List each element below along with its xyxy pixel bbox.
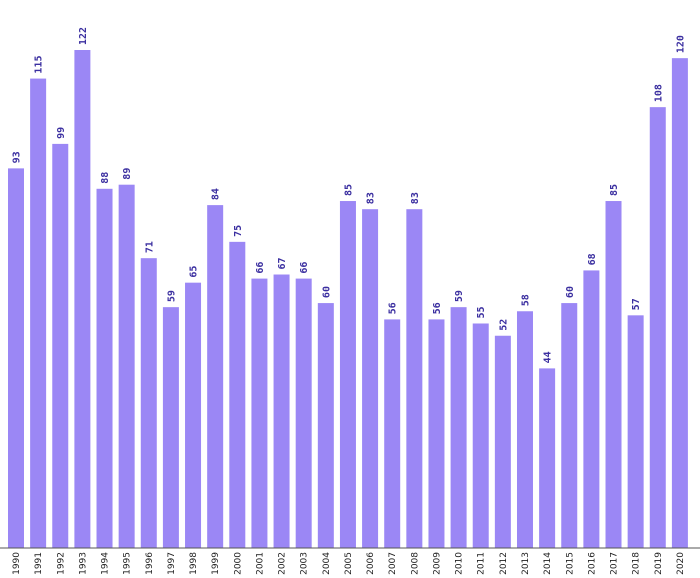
value-label-1992: 99 bbox=[56, 127, 67, 139]
x-tick-label-2008: 2008 bbox=[410, 552, 420, 575]
bar-1990 bbox=[8, 168, 24, 548]
value-label-2005: 85 bbox=[343, 184, 354, 196]
x-tick-label-1999: 1999 bbox=[211, 552, 221, 575]
value-label-2015: 60 bbox=[565, 286, 576, 298]
value-label-1998: 65 bbox=[189, 266, 200, 278]
value-label-2004: 60 bbox=[321, 286, 332, 298]
bar-2006 bbox=[362, 209, 379, 548]
x-tick-label-1991: 1991 bbox=[34, 552, 44, 575]
bar-1993 bbox=[74, 50, 91, 548]
x-tick-label-2012: 2012 bbox=[499, 552, 509, 575]
x-tick-label-2011: 2011 bbox=[477, 552, 487, 575]
value-label-1996: 71 bbox=[144, 241, 155, 253]
x-tick-label-group: 1990 1991 1992 1993 1994 1995 1996 1997 1998 1999… bbox=[12, 552, 686, 575]
value-label-2016: 68 bbox=[587, 253, 598, 265]
bar-2018 bbox=[627, 315, 644, 548]
bar-2007 bbox=[384, 319, 401, 548]
value-label-2002: 67 bbox=[277, 257, 288, 269]
value-label-2003: 66 bbox=[299, 262, 310, 274]
bar-2014 bbox=[539, 368, 556, 548]
x-tick-label-2001: 2001 bbox=[255, 552, 265, 575]
value-label-1991: 115 bbox=[34, 56, 45, 74]
value-label-group: 93 115 99 122 88 89 71 59 65 84 75 66 67 66 60 85 83 56 83… bbox=[12, 27, 687, 363]
x-tick-label-2004: 2004 bbox=[322, 552, 332, 575]
x-tick-label-1990: 1990 bbox=[12, 552, 22, 575]
x-tick-label-2010: 2010 bbox=[455, 552, 465, 575]
value-label-1994: 88 bbox=[100, 172, 111, 184]
bar-2000 bbox=[229, 241, 246, 548]
bar-1997 bbox=[162, 307, 179, 548]
value-label-2011: 55 bbox=[476, 306, 487, 318]
bar-2005 bbox=[339, 201, 356, 548]
x-tick-label-1996: 1996 bbox=[145, 552, 155, 575]
bar-2009 bbox=[428, 319, 445, 548]
x-tick-label-1995: 1995 bbox=[123, 552, 133, 575]
x-tick-label-2000: 2000 bbox=[233, 552, 243, 575]
value-label-2013: 58 bbox=[520, 294, 531, 306]
bar-2017 bbox=[605, 201, 622, 548]
bar-2015 bbox=[561, 303, 578, 548]
value-label-2006: 83 bbox=[366, 192, 377, 204]
bar-2010 bbox=[450, 307, 467, 548]
value-label-2007: 56 bbox=[388, 302, 399, 314]
value-label-2009: 56 bbox=[432, 302, 443, 314]
x-tick-label-2019: 2019 bbox=[654, 552, 664, 575]
value-label-1990: 93 bbox=[12, 151, 23, 163]
value-label-2019: 108 bbox=[653, 84, 664, 102]
x-tick-label-1993: 1993 bbox=[78, 552, 88, 575]
x-tick-label-2006: 2006 bbox=[366, 552, 376, 575]
bar-2001 bbox=[251, 278, 268, 548]
value-label-2017: 85 bbox=[609, 184, 620, 196]
bar-2003 bbox=[295, 278, 312, 548]
x-tick-label-2017: 2017 bbox=[610, 552, 620, 575]
bar-2008 bbox=[406, 209, 423, 548]
x-tick-label-2007: 2007 bbox=[388, 552, 398, 575]
bar-2004 bbox=[317, 303, 334, 548]
bar-2020 bbox=[671, 58, 688, 548]
bar-1998 bbox=[185, 282, 202, 548]
x-tick-label-1994: 1994 bbox=[101, 552, 111, 575]
value-label-2014: 44 bbox=[543, 351, 554, 363]
x-tick-label-2005: 2005 bbox=[344, 552, 354, 575]
bar-1995 bbox=[118, 184, 135, 548]
x-tick-label-2016: 2016 bbox=[587, 552, 597, 575]
bar-2011 bbox=[472, 323, 489, 548]
value-label-2018: 57 bbox=[631, 298, 642, 310]
x-tick-label-1997: 1997 bbox=[167, 552, 177, 575]
x-tick-label-2014: 2014 bbox=[543, 552, 553, 575]
value-label-2000: 75 bbox=[233, 225, 244, 237]
bar-1992 bbox=[52, 143, 69, 548]
value-label-2010: 59 bbox=[454, 290, 465, 302]
value-label-2012: 52 bbox=[498, 319, 509, 331]
value-label-2008: 83 bbox=[410, 192, 421, 204]
value-label-1993: 122 bbox=[78, 27, 89, 45]
x-tick-label-2002: 2002 bbox=[278, 552, 288, 575]
bar-1996 bbox=[140, 258, 157, 548]
bar-2002 bbox=[273, 274, 290, 548]
value-label-1999: 84 bbox=[211, 188, 222, 200]
value-label-1997: 59 bbox=[166, 290, 177, 302]
x-tick-label-2015: 2015 bbox=[565, 552, 575, 575]
value-label-1995: 89 bbox=[122, 168, 133, 180]
x-tick-label-1998: 1998 bbox=[189, 552, 199, 575]
bar-1994 bbox=[96, 188, 113, 549]
x-tick-label-2018: 2018 bbox=[632, 552, 642, 575]
bar-1991 bbox=[30, 78, 47, 548]
x-tick-label-1992: 1992 bbox=[56, 552, 66, 575]
bar-1999 bbox=[207, 205, 224, 549]
bar-group bbox=[8, 50, 688, 549]
bar-2013 bbox=[516, 311, 533, 548]
bar-2019 bbox=[649, 107, 666, 549]
value-label-2001: 66 bbox=[255, 262, 266, 274]
x-tick-label-2009: 2009 bbox=[432, 552, 442, 575]
x-tick-label-2020: 2020 bbox=[676, 552, 686, 575]
bar-2016 bbox=[583, 270, 600, 548]
x-tick-label-2003: 2003 bbox=[300, 552, 310, 575]
bar-2012 bbox=[494, 335, 511, 548]
value-label-2020: 120 bbox=[675, 35, 686, 53]
x-tick-label-2013: 2013 bbox=[521, 552, 531, 575]
